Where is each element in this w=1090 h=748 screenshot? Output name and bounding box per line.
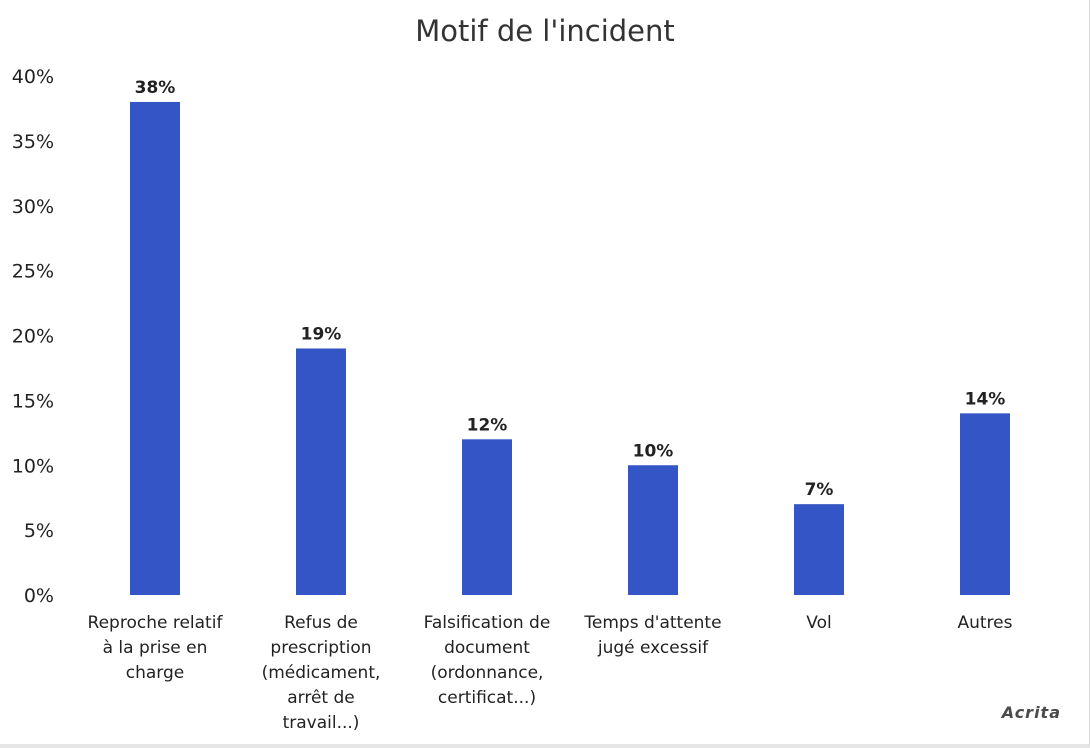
bar	[462, 439, 512, 595]
data-label: 12%	[467, 415, 508, 435]
data-label: 19%	[301, 324, 342, 344]
bar	[960, 413, 1010, 595]
x-category-label: Autres	[957, 613, 1012, 633]
y-tick-label: 30%	[12, 196, 54, 218]
data-label: 14%	[965, 389, 1006, 409]
x-category-label: Reproche relatif à la prise en charge	[88, 613, 224, 683]
chart-title: Motif de l'incident	[415, 14, 675, 48]
x-category-label: Refus de prescription (médicament, arrêt de…	[262, 613, 381, 733]
y-tick-label: 40%	[12, 66, 54, 88]
y-tick-label: 0%	[24, 585, 54, 607]
y-tick-label: 25%	[12, 261, 54, 283]
bar	[628, 465, 678, 595]
bar	[794, 504, 844, 595]
brand-logo: Acrita	[1001, 703, 1061, 722]
x-category-label: Temps d'attente jugé excessif	[583, 613, 721, 658]
data-label: 10%	[633, 441, 674, 461]
y-tick-label: 15%	[12, 390, 54, 412]
data-label: 7%	[805, 480, 834, 500]
y-tick-label: 20%	[12, 326, 54, 348]
bar	[130, 101, 180, 595]
bar	[296, 348, 346, 595]
y-tick-label: 10%	[12, 455, 54, 477]
data-label: 38%	[135, 78, 176, 98]
x-category-label: Falsification de document (ordonnance, cert…	[424, 613, 551, 708]
x-category-label: Vol	[806, 613, 831, 633]
y-tick-label: 5%	[24, 520, 54, 542]
y-tick-label: 35%	[12, 131, 54, 153]
